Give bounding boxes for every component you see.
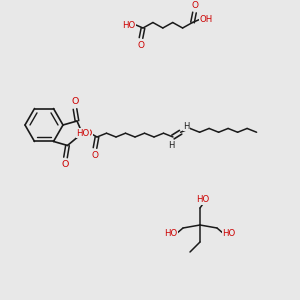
Text: HO: HO bbox=[196, 196, 210, 205]
Text: HO: HO bbox=[122, 20, 136, 29]
Text: O: O bbox=[92, 151, 98, 160]
Text: O: O bbox=[71, 98, 79, 106]
Text: O: O bbox=[62, 160, 69, 169]
Text: H: H bbox=[183, 122, 190, 131]
Text: HO: HO bbox=[222, 229, 236, 238]
Text: O: O bbox=[137, 40, 145, 50]
Text: HO: HO bbox=[76, 128, 90, 137]
Text: HO: HO bbox=[164, 229, 178, 238]
Text: H: H bbox=[168, 140, 174, 149]
Text: O: O bbox=[85, 129, 92, 138]
Text: OH: OH bbox=[200, 15, 213, 24]
Text: O: O bbox=[191, 1, 198, 10]
